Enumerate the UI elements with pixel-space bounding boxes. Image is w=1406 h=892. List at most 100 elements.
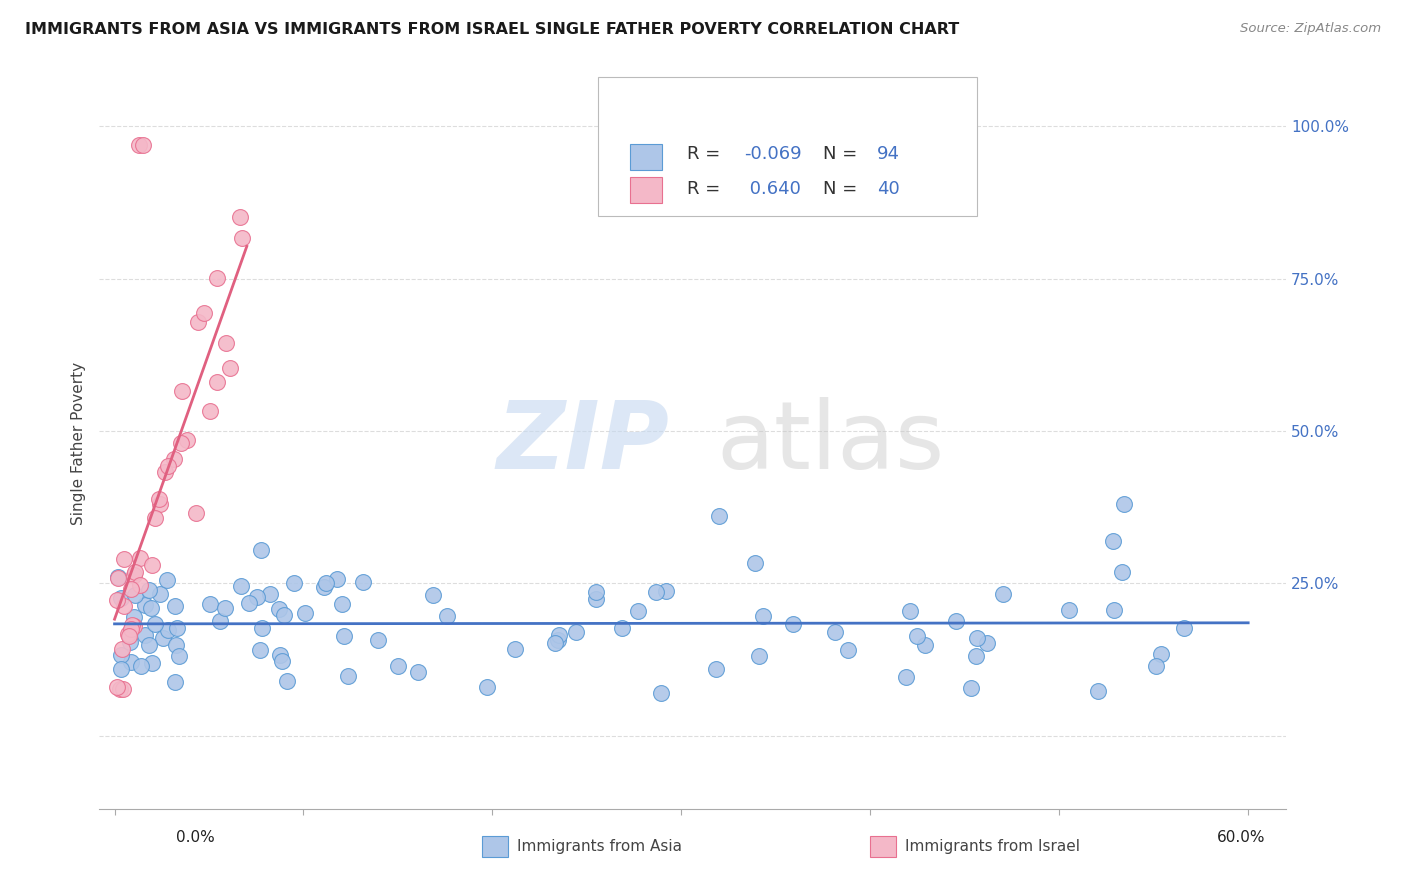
Text: 40: 40	[876, 179, 900, 198]
Point	[585, 584, 607, 599]
Point	[112, 599, 135, 614]
Point	[548, 628, 571, 642]
Text: N =: N =	[824, 179, 863, 198]
Point	[110, 662, 132, 676]
Text: IMMIGRANTS FROM ASIA VS IMMIGRANTS FROM ISRAEL SINGLE FATHER POVERTY CORRELATION: IMMIGRANTS FROM ASIA VS IMMIGRANTS FROM …	[25, 22, 959, 37]
Point	[163, 674, 186, 689]
Point	[585, 591, 607, 606]
Point	[108, 682, 131, 697]
Point	[148, 491, 170, 506]
Point	[184, 506, 207, 520]
Point	[129, 550, 152, 565]
Point	[259, 586, 281, 600]
Point	[152, 632, 174, 646]
Text: 0.0%: 0.0%	[176, 830, 215, 845]
Point	[267, 602, 290, 616]
Point	[896, 670, 918, 684]
Point	[650, 686, 672, 700]
Point	[107, 571, 129, 585]
Text: -0.069: -0.069	[744, 145, 801, 163]
Point	[406, 665, 429, 680]
Text: ZIP: ZIP	[496, 397, 669, 489]
Point	[129, 578, 152, 592]
FancyBboxPatch shape	[630, 178, 662, 202]
Point	[751, 608, 773, 623]
Point	[143, 617, 166, 632]
Point	[544, 635, 567, 649]
Point	[744, 556, 766, 570]
Point	[112, 681, 135, 696]
Point	[198, 598, 221, 612]
Point	[208, 615, 231, 629]
Point	[1173, 621, 1195, 635]
Point	[153, 466, 176, 480]
Point	[898, 604, 921, 618]
Point	[149, 497, 172, 511]
Point	[283, 575, 305, 590]
Text: Immigrants from Israel: Immigrants from Israel	[905, 839, 1080, 854]
Point	[610, 621, 633, 635]
FancyBboxPatch shape	[598, 78, 977, 217]
Point	[138, 583, 160, 598]
Point	[707, 509, 730, 524]
Text: 94: 94	[876, 145, 900, 163]
Point	[122, 609, 145, 624]
Point	[782, 617, 804, 632]
Point	[145, 511, 167, 525]
Point	[336, 669, 359, 683]
Point	[330, 597, 353, 611]
Point	[312, 581, 335, 595]
Point	[249, 643, 271, 657]
Point	[107, 569, 129, 583]
Point	[565, 625, 588, 640]
Point	[172, 384, 194, 398]
Point	[824, 625, 846, 640]
Point	[187, 315, 209, 329]
Point	[157, 623, 180, 637]
Point	[273, 608, 295, 623]
Point	[205, 270, 228, 285]
Point	[965, 648, 987, 663]
Text: 0.640: 0.640	[744, 179, 800, 198]
Point	[110, 648, 132, 662]
Point	[246, 591, 269, 605]
Point	[250, 542, 273, 557]
Point	[120, 655, 142, 669]
Point	[645, 585, 668, 599]
Text: atlas: atlas	[717, 397, 945, 489]
Point	[315, 576, 337, 591]
Point	[945, 614, 967, 628]
Point	[117, 629, 139, 643]
Point	[1087, 684, 1109, 698]
Point	[748, 649, 770, 664]
Point	[503, 642, 526, 657]
Point	[132, 137, 155, 152]
Point	[436, 609, 458, 624]
Point	[276, 674, 298, 689]
Point	[271, 654, 294, 668]
Point	[1101, 533, 1123, 548]
Point	[1144, 659, 1167, 673]
Point	[991, 587, 1014, 601]
Point	[105, 593, 128, 607]
Point	[193, 306, 215, 320]
Point	[959, 681, 981, 695]
Point	[120, 622, 142, 636]
Text: N =: N =	[824, 145, 863, 163]
Point	[214, 601, 236, 615]
Point	[141, 657, 163, 671]
Point	[200, 403, 222, 417]
Point	[166, 621, 188, 635]
Point	[332, 629, 354, 643]
Point	[1150, 647, 1173, 661]
Point	[110, 591, 132, 605]
Point	[1057, 603, 1080, 617]
Point	[976, 636, 998, 650]
Point	[387, 658, 409, 673]
Point	[627, 604, 650, 618]
Point	[111, 642, 134, 657]
Point	[134, 598, 156, 612]
Point	[117, 627, 139, 641]
Point	[238, 596, 260, 610]
Point	[1111, 566, 1133, 580]
